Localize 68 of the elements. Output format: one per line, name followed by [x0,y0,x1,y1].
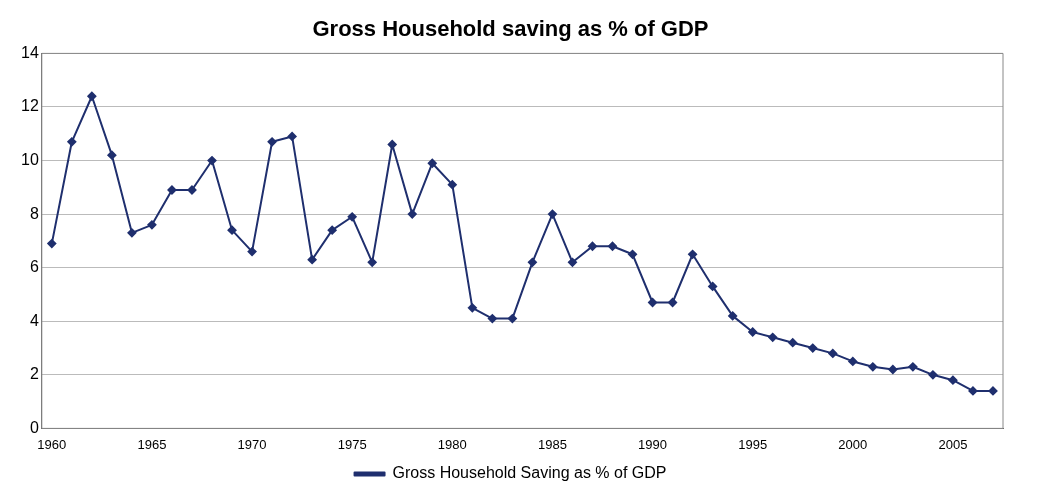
point [748,327,758,337]
point [828,348,838,358]
point [848,356,858,366]
point [447,180,457,190]
x-tick-label: 1980 [437,436,467,452]
point [628,249,638,259]
y-tick-label: 6 [29,258,39,276]
x-tick-label: 2000 [838,436,868,452]
point [387,139,397,149]
point [728,311,738,321]
point [908,362,918,372]
point [567,257,577,267]
point [888,364,898,374]
point [928,370,938,380]
x-tick-label: 1975 [337,436,367,452]
point [47,239,57,249]
y-tick-label: 8 [29,204,39,222]
x-tick-label: 1985 [537,436,567,452]
y-tick-label: 2 [29,365,39,383]
point [227,225,237,235]
legend-label: Gross Household Saving as % of GDP [392,464,667,482]
point [67,137,77,147]
point [407,209,417,219]
point [507,314,517,324]
point [167,185,177,195]
x-tick-label: 1995 [738,436,768,452]
point [207,156,217,166]
point [87,91,97,101]
point [527,257,537,267]
x-tick-label: 1965 [137,436,167,452]
point [968,386,978,396]
point [668,298,678,308]
point [808,343,818,353]
point [247,247,257,257]
point [467,303,477,313]
x-tick-label: 2005 [938,436,968,452]
point [287,131,297,141]
point [107,150,117,160]
y-tick-label: 4 [29,311,39,329]
point [487,314,497,324]
point [347,212,357,222]
point [267,137,277,147]
point [307,255,317,265]
point [768,332,778,342]
point [587,241,597,251]
chart-title: Gross Household saving as % of GDP [312,16,709,42]
y-tick-label: 10 [21,150,39,168]
point [708,281,718,291]
point [608,241,618,251]
point [427,158,437,168]
point [648,298,658,308]
point [187,185,197,195]
point [868,362,878,372]
point [988,386,998,396]
point [688,249,698,259]
y-tick-label: 12 [21,97,39,115]
point [788,338,798,348]
x-tick-label: 1990 [638,436,668,452]
point [547,209,557,219]
y-tick-label: 14 [21,43,39,61]
x-tick-label: 1970 [237,436,267,452]
point [147,220,157,230]
y-tick-label: 0 [29,418,39,436]
point [327,225,337,235]
point [367,257,377,267]
point [127,228,137,238]
x-tick-label: 1960 [37,436,67,452]
point [948,375,958,385]
